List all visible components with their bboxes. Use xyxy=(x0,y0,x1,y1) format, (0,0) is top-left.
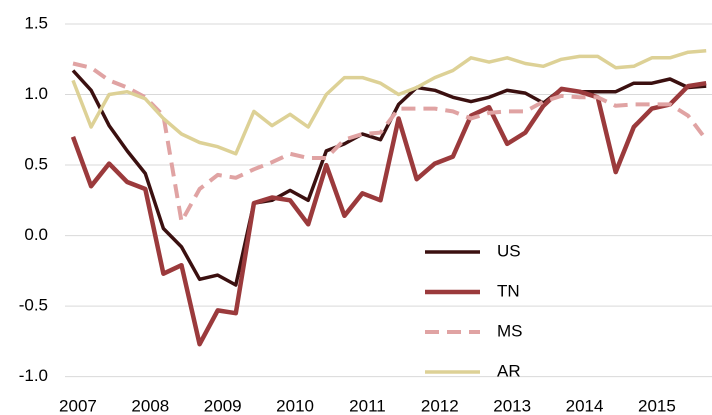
x-tick-label: 2010 xyxy=(276,396,314,415)
y-tick-label: 1.0 xyxy=(24,84,48,103)
x-tick-label: 2015 xyxy=(638,396,676,415)
series-line xyxy=(72,61,708,224)
y-tick-label: 0.5 xyxy=(24,155,48,174)
legend-label: MS xyxy=(497,321,523,340)
x-tick-label: 2008 xyxy=(131,396,169,415)
x-tick-label: 2014 xyxy=(566,396,604,415)
y-tick-label: -1.0 xyxy=(19,366,48,385)
y-tick-label: -0.5 xyxy=(19,296,48,315)
series-line xyxy=(71,49,707,156)
y-tick-label: 0.0 xyxy=(24,225,48,244)
x-tick-label: 2007 xyxy=(59,396,97,415)
x-tick-label: 2009 xyxy=(204,396,242,415)
x-tick-label: 2013 xyxy=(493,396,531,415)
series-line xyxy=(70,80,707,347)
legend-label: TN xyxy=(497,281,520,300)
y-tick-label: 1.5 xyxy=(24,13,48,32)
legend-label: AR xyxy=(497,361,521,380)
x-tick-label: 2012 xyxy=(421,396,459,415)
legend-label: US xyxy=(497,241,521,260)
series-line xyxy=(71,69,707,287)
x-tick-label: 2011 xyxy=(349,396,386,415)
